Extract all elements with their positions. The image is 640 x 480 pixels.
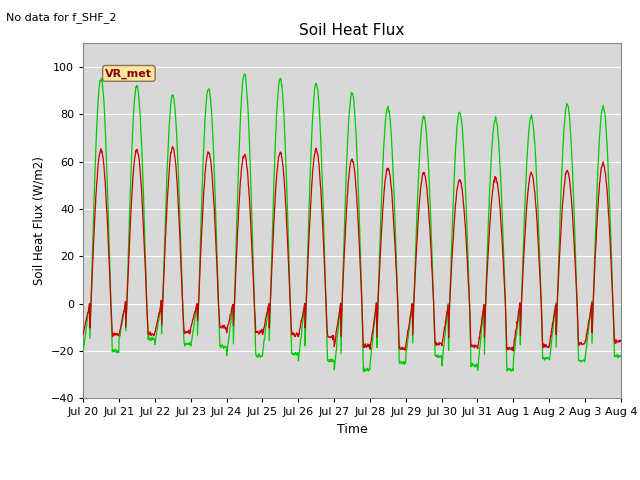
X-axis label: Time: Time (337, 423, 367, 436)
Text: No data for f_SHF_2: No data for f_SHF_2 (6, 12, 117, 23)
Title: Soil Heat Flux: Soil Heat Flux (300, 23, 404, 38)
Text: VR_met: VR_met (106, 68, 152, 79)
Legend:  (347, 453, 357, 463)
Y-axis label: Soil Heat Flux (W/m2): Soil Heat Flux (W/m2) (32, 156, 45, 285)
